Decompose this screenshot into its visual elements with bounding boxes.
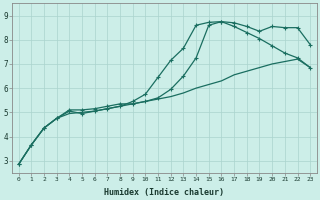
X-axis label: Humidex (Indice chaleur): Humidex (Indice chaleur) (104, 188, 224, 197)
